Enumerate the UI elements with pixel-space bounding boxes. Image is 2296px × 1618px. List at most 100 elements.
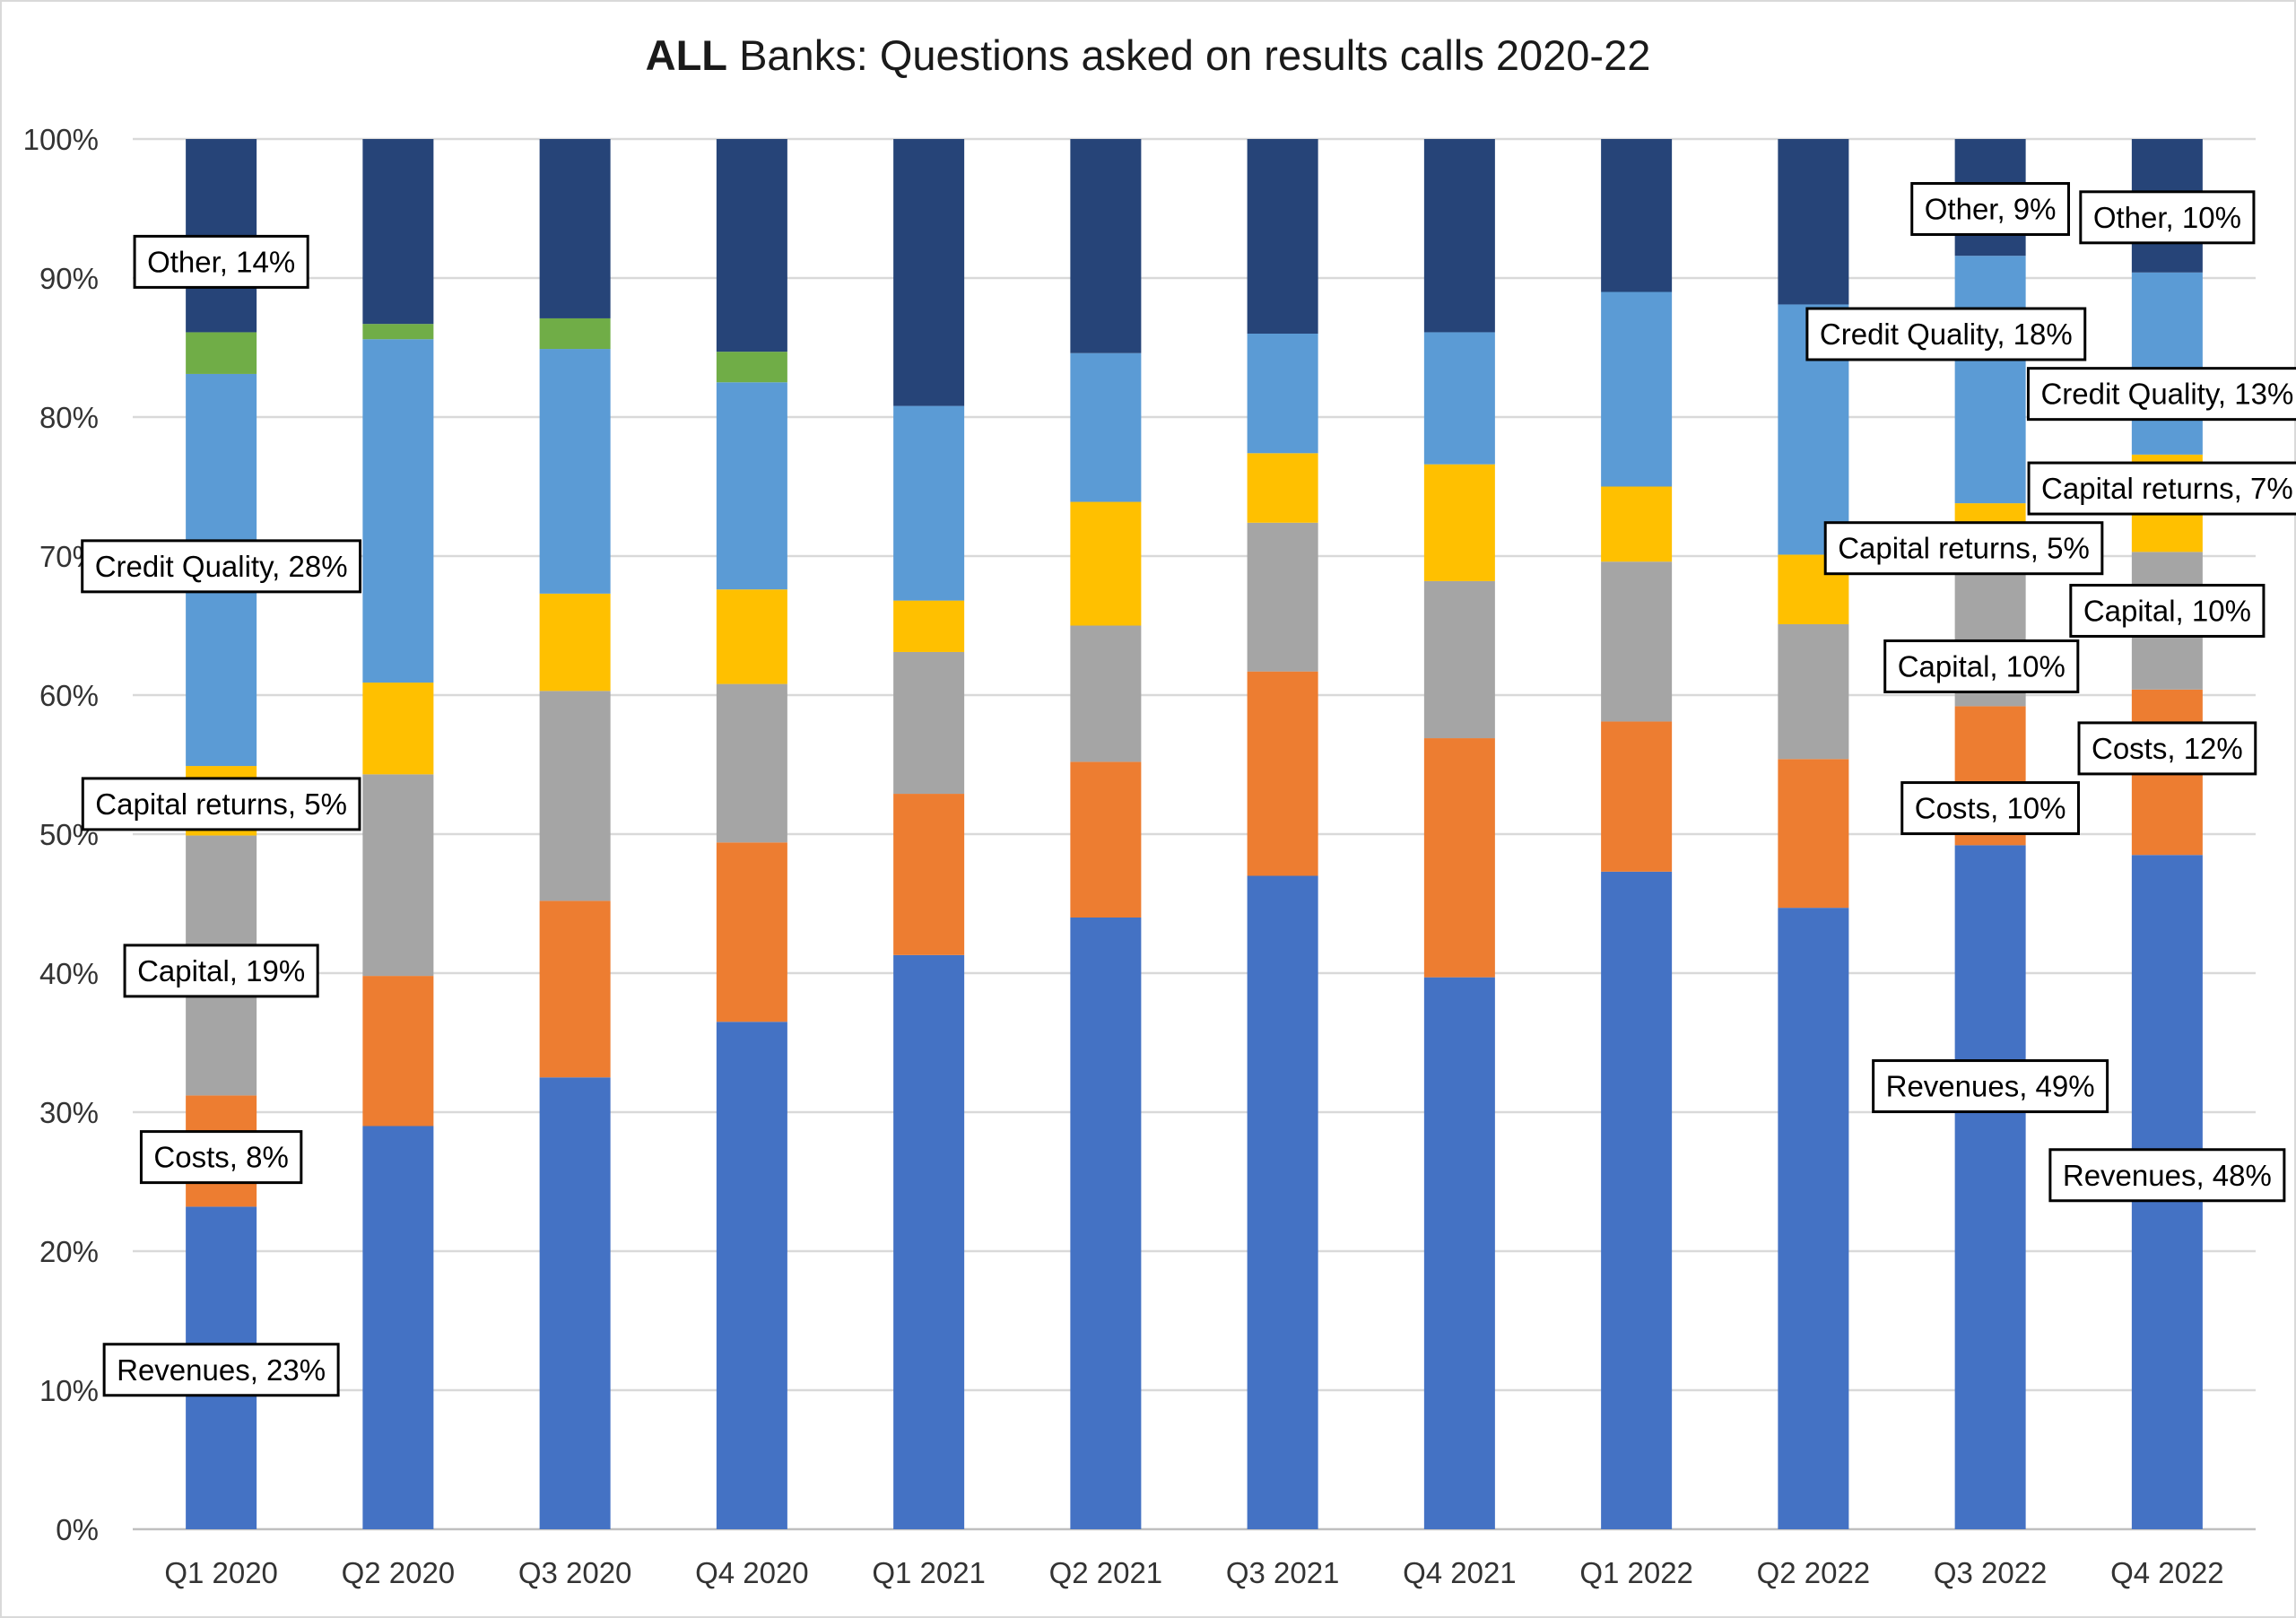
bar-segment bbox=[1070, 352, 1142, 502]
data-label-text: Capital, 10% bbox=[1898, 649, 2066, 683]
data-label: Credit Quality, 13% bbox=[2026, 367, 2296, 422]
data-label-box bbox=[81, 777, 361, 831]
bar-segment bbox=[539, 349, 611, 594]
bar-segment bbox=[1601, 561, 1673, 722]
bar-segment bbox=[539, 691, 611, 901]
bar-segment bbox=[186, 332, 257, 374]
x-tick-label: Q3 2020 bbox=[518, 1556, 632, 1589]
data-label-text: Capital returns, 7% bbox=[2041, 472, 2293, 505]
data-label-box bbox=[2027, 461, 2296, 516]
bar-segment bbox=[893, 405, 965, 601]
data-label: Capital returns, 7% bbox=[2027, 461, 2296, 516]
bar-segment bbox=[1070, 918, 1142, 1529]
data-label-box bbox=[133, 234, 309, 289]
x-tick-label: Q1 2022 bbox=[1579, 1556, 1693, 1589]
bar-segment bbox=[539, 318, 611, 350]
y-tick-label: 80% bbox=[39, 401, 99, 434]
bar-segment bbox=[716, 1022, 787, 1529]
data-label-text: Capital, 19% bbox=[137, 954, 305, 987]
bar-stack bbox=[1778, 139, 1849, 1529]
y-tick-label: 100% bbox=[23, 123, 99, 156]
bar-segment bbox=[893, 600, 965, 652]
data-label: Other, 14% bbox=[133, 234, 309, 289]
data-label-box bbox=[139, 1130, 303, 1185]
bar-segment bbox=[1423, 977, 1495, 1529]
bar-segment bbox=[1247, 139, 1318, 334]
data-label-box bbox=[1910, 182, 2070, 236]
bar-segment bbox=[716, 683, 787, 843]
bar-segment bbox=[539, 139, 611, 318]
data-label-box bbox=[1805, 307, 2087, 361]
bar-segment bbox=[716, 589, 787, 684]
bar-segment bbox=[1601, 139, 1673, 292]
bar-segment bbox=[1423, 139, 1495, 333]
bar-segment bbox=[1070, 501, 1142, 626]
data-label: Credit Quality, 28% bbox=[81, 539, 362, 594]
bar-stack bbox=[362, 139, 434, 1529]
x-tick-label: Q3 2022 bbox=[1934, 1556, 2048, 1589]
bar-segment bbox=[1778, 908, 1849, 1529]
bar-stack bbox=[2131, 139, 2203, 1529]
bar-segment bbox=[362, 774, 434, 977]
bar-segment bbox=[362, 339, 434, 683]
data-label: Credit Quality, 18% bbox=[1805, 307, 2087, 361]
data-label-text: Other, 9% bbox=[1925, 193, 2057, 226]
bar-segment bbox=[1423, 738, 1495, 978]
bar-stack bbox=[893, 139, 965, 1529]
bar-segment bbox=[362, 324, 434, 340]
bar-stack bbox=[716, 139, 787, 1529]
data-label: Other, 10% bbox=[2079, 190, 2256, 245]
chart-title-rest: Banks: Questions asked on results calls … bbox=[727, 31, 1651, 79]
bar-segment bbox=[893, 651, 965, 795]
bar-segment bbox=[1954, 845, 2026, 1529]
data-label-text: Revenues, 49% bbox=[1886, 1070, 2095, 1103]
y-tick-label: 20% bbox=[39, 1235, 99, 1268]
bar-segment bbox=[716, 139, 787, 352]
data-label-text: Credit Quality, 13% bbox=[2040, 378, 2293, 411]
x-tick-label: Q4 2022 bbox=[2110, 1556, 2224, 1589]
bar-segment bbox=[1070, 625, 1142, 762]
data-label-box bbox=[2079, 190, 2256, 245]
data-label: Capital, 19% bbox=[123, 944, 319, 998]
chart-title-bold: ALL bbox=[645, 31, 728, 79]
bar-segment bbox=[716, 842, 787, 1022]
data-label-box bbox=[2069, 583, 2266, 638]
x-tick-label: Q3 2021 bbox=[1226, 1556, 1340, 1589]
bar-segment bbox=[1423, 332, 1495, 465]
bar-segment bbox=[893, 954, 965, 1529]
bar-segment bbox=[1601, 291, 1673, 487]
bar-segment bbox=[1247, 671, 1318, 876]
bar-segment bbox=[893, 794, 965, 955]
data-label-text: Capital returns, 5% bbox=[95, 787, 347, 821]
data-label-box bbox=[1823, 521, 2104, 576]
data-label: Revenues, 23% bbox=[102, 1343, 340, 1397]
bar-segment bbox=[362, 1126, 434, 1529]
bar-segment bbox=[1070, 761, 1142, 918]
data-label-box bbox=[1872, 1059, 2109, 1114]
bar-segment bbox=[362, 976, 434, 1127]
bar-segment bbox=[539, 900, 611, 1078]
data-label: Capital returns, 5% bbox=[1823, 521, 2104, 576]
bar-segment bbox=[1423, 580, 1495, 739]
bar-stack bbox=[1601, 139, 1673, 1529]
data-label-box bbox=[81, 539, 362, 594]
bar-segment bbox=[893, 139, 965, 406]
data-label: Other, 9% bbox=[1910, 182, 2070, 236]
data-label-text: Costs, 8% bbox=[153, 1141, 288, 1174]
bar-segment bbox=[1601, 871, 1673, 1529]
bar-segment bbox=[539, 1077, 611, 1529]
bar-segment bbox=[1601, 486, 1673, 562]
data-label: Costs, 8% bbox=[139, 1130, 303, 1185]
data-label-text: Capital, 10% bbox=[2083, 594, 2251, 627]
data-label: Costs, 12% bbox=[2077, 721, 2257, 776]
data-label: Capital, 10% bbox=[1883, 639, 2080, 693]
data-label-box bbox=[2077, 721, 2257, 776]
data-label-box bbox=[123, 944, 319, 998]
data-label: Revenues, 49% bbox=[1872, 1059, 2109, 1114]
bar-segment bbox=[716, 382, 787, 590]
y-tick-label: 40% bbox=[39, 957, 99, 990]
chart-title: ALL Banks: Questions asked on results ca… bbox=[0, 30, 2296, 80]
data-label-text: Credit Quality, 28% bbox=[95, 550, 348, 583]
bar-stack bbox=[1423, 139, 1495, 1529]
data-label-text: Other, 10% bbox=[2093, 201, 2241, 234]
